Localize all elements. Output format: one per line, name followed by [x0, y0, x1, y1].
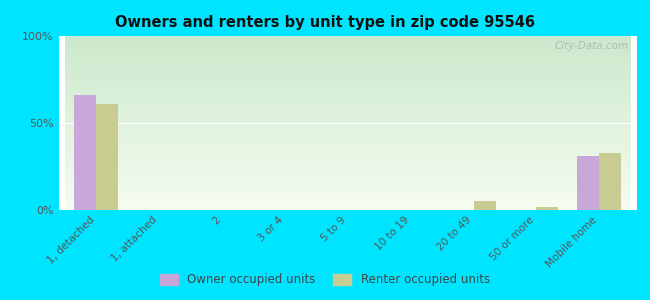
Bar: [599, 153, 621, 210]
Bar: [96, 104, 118, 210]
Bar: [473, 201, 495, 210]
Bar: [577, 156, 599, 210]
Legend: Owner occupied units, Renter occupied units: Owner occupied units, Renter occupied un…: [155, 269, 495, 291]
Text: Owners and renters by unit type in zip code 95546: Owners and renters by unit type in zip c…: [115, 15, 535, 30]
Bar: [74, 95, 96, 210]
Bar: [536, 206, 558, 210]
Text: City-Data.com: City-Data.com: [554, 41, 629, 51]
